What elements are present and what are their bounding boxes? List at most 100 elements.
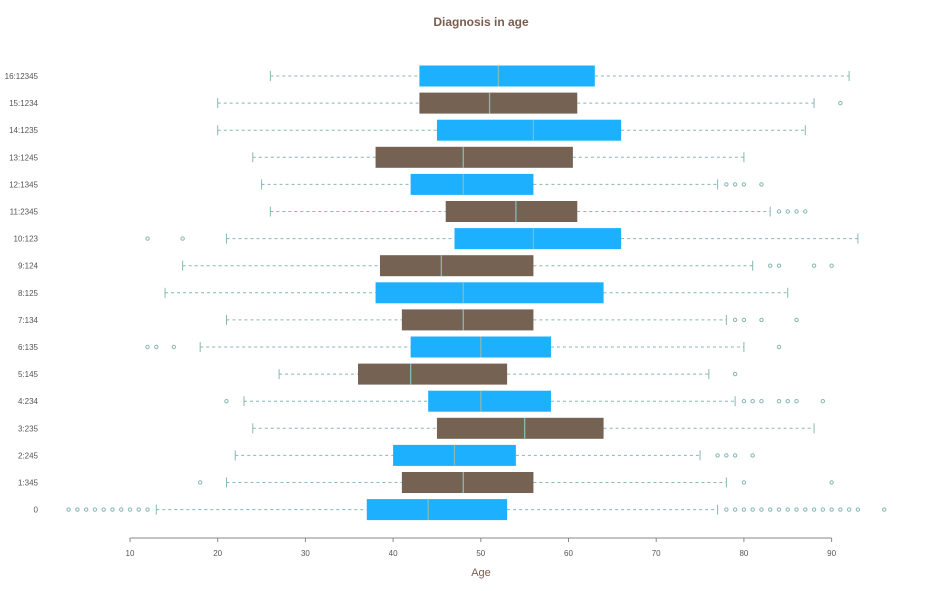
box-iqr: [379, 255, 534, 277]
outlier-point: [759, 399, 764, 404]
outlier-point: [741, 182, 747, 187]
outlier-point: [741, 507, 747, 512]
outlier-point: [83, 507, 89, 512]
outlier-point: [197, 480, 203, 485]
x-axis-label: Age: [471, 567, 491, 579]
box-iqr: [428, 390, 551, 412]
outlier-point: [741, 480, 747, 485]
category-label: 5:145: [18, 370, 39, 379]
outlier-point: [855, 507, 861, 512]
outlier-point: [732, 317, 738, 323]
outlier-point: [820, 399, 826, 404]
x-tick-label: 70: [652, 549, 661, 558]
category-label: 2:245: [18, 451, 39, 460]
outlier-point: [715, 453, 720, 458]
outlier-point: [750, 453, 755, 458]
box-iqr: [401, 309, 534, 331]
outlier-point: [776, 399, 782, 404]
outlier-point: [838, 507, 843, 512]
category-label: 7:134: [18, 316, 39, 325]
box-row: 15:1234: [9, 92, 843, 114]
box-row: 11:2345: [10, 201, 808, 222]
box-row: 7:134: [18, 309, 799, 331]
outlier-point: [741, 317, 747, 323]
outlier-point: [768, 507, 773, 512]
outlier-point: [66, 507, 71, 512]
category-label: 15:1234: [9, 99, 38, 108]
outlier-point: [776, 344, 782, 350]
outlier-point: [768, 263, 773, 268]
outlier-point: [75, 507, 80, 512]
x-axis: 10 20 30 40 50 60 70 80 90: [126, 537, 837, 558]
category-label: 8:125: [18, 289, 39, 298]
outlier-point: [145, 236, 150, 241]
x-tick-label: 80: [739, 549, 748, 558]
outlier-point: [820, 507, 826, 512]
box-row: 9:124: [18, 255, 834, 277]
boxes-layer: 16:12345 15:1234 14:1235 13:1245 12:1345 11:2…: [5, 65, 887, 521]
box-row: 2:245: [18, 444, 755, 466]
outlier-point: [136, 507, 141, 512]
outlier-point: [794, 317, 799, 323]
box-row: 10:123: [14, 228, 859, 250]
outlier-point: [741, 399, 747, 404]
category-label: 0: [34, 506, 39, 515]
box-row: 14:1235: [9, 119, 806, 141]
outlier-point: [785, 399, 790, 404]
box-iqr: [358, 363, 508, 385]
outlier-point: [785, 507, 790, 512]
chart-title: Diagnosis in age: [433, 15, 529, 29]
x-ticks: 10 20 30 40 50 60 70 80 90: [126, 538, 837, 558]
outlier-point: [171, 344, 177, 350]
outlier-point: [750, 507, 755, 512]
outlier-point: [803, 209, 808, 214]
outlier-point: [732, 507, 738, 512]
outlier-point: [224, 399, 229, 404]
box-row: 4:234: [18, 390, 826, 412]
outlier-point: [732, 453, 738, 458]
outlier-point: [794, 209, 799, 214]
category-label: 1:345: [18, 479, 39, 488]
outlier-point: [759, 507, 764, 512]
outlier-point: [750, 399, 755, 404]
box-iqr: [436, 417, 604, 439]
outlier-point: [829, 507, 834, 512]
outlier-point: [776, 263, 782, 268]
box-iqr: [445, 201, 578, 222]
outlier-point: [785, 209, 790, 214]
outlier-point: [811, 263, 817, 268]
outlier-point: [92, 507, 98, 512]
outlier-point: [154, 344, 159, 350]
outlier-point: [846, 507, 852, 512]
category-label: 16:12345: [5, 72, 39, 81]
box-row: 8:125: [18, 282, 789, 304]
box-iqr: [375, 282, 604, 304]
box-iqr: [436, 119, 622, 141]
outlier-point: [724, 507, 729, 512]
x-tick-label: 20: [213, 549, 222, 558]
box-iqr: [366, 499, 508, 521]
outlier-point: [180, 236, 185, 241]
outlier-point: [829, 263, 834, 268]
category-label: 10:123: [14, 235, 39, 244]
box-iqr: [375, 146, 573, 168]
category-label: 9:124: [18, 262, 39, 271]
box-row: 12:1345: [9, 173, 764, 195]
outlier-point: [724, 182, 729, 187]
box-iqr: [419, 92, 578, 114]
outlier-point: [882, 507, 887, 512]
category-label: 14:1235: [9, 126, 38, 135]
outlier-point: [145, 344, 150, 350]
outlier-point: [794, 507, 799, 512]
x-tick-label: 90: [827, 549, 836, 558]
category-label: 4:234: [18, 397, 39, 406]
category-label: 6:135: [18, 343, 39, 352]
outlier-point: [776, 209, 782, 214]
box-row: 16:12345: [5, 65, 850, 87]
outlier-point: [732, 371, 738, 377]
category-label: 13:1245: [9, 153, 38, 162]
x-tick-label: 40: [389, 549, 398, 558]
outlier-point: [811, 507, 817, 512]
